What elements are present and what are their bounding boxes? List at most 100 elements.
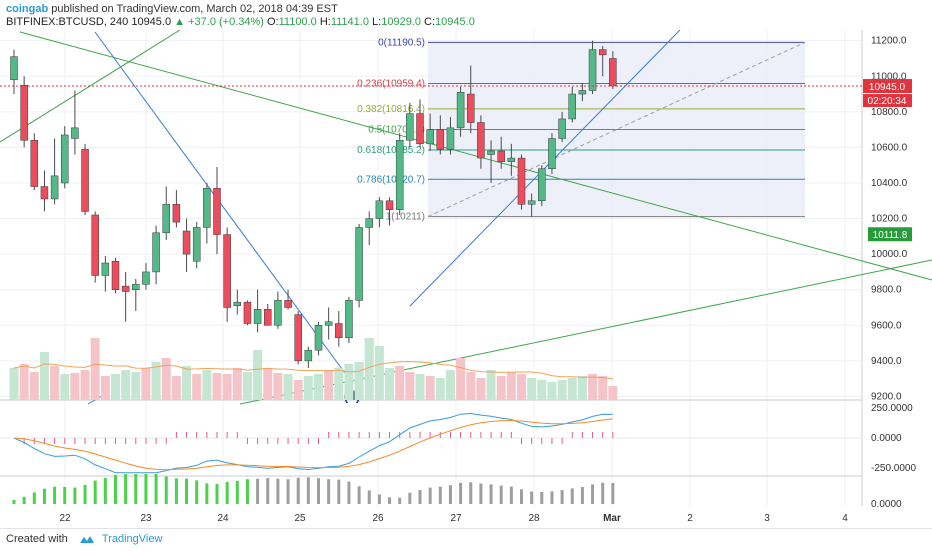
price-labels: 10945.0 02:20:34 10111.8: [0, 79, 912, 242]
volume-bar: [303, 376, 313, 400]
candle-up: [406, 113, 414, 141]
created-with-text: Created with: [6, 533, 68, 545]
hist-bar: [12, 500, 16, 504]
hist-bar: [296, 477, 300, 504]
candle-up: [395, 140, 404, 210]
volume-bar: [374, 346, 384, 400]
hist-bar: [306, 477, 310, 504]
volume-bar: [577, 376, 587, 400]
candle-up: [71, 127, 79, 139]
volume-bar: [557, 380, 567, 400]
author-name[interactable]: coingab: [6, 3, 49, 15]
volume-bar: [506, 372, 516, 400]
candle-up: [426, 129, 434, 145]
tradingview-brand[interactable]: TradingView: [101, 533, 163, 545]
hist-bar: [489, 484, 493, 504]
time-tick-label: 4: [842, 513, 848, 524]
hist-bar: [195, 480, 199, 504]
publish-line: coingab published on TradingView.com, Ma…: [6, 3, 338, 15]
candle-down: [182, 230, 191, 255]
candle-down: [30, 140, 39, 187]
volume-bar: [141, 368, 151, 400]
hist-bar: [469, 482, 473, 504]
candle-up: [233, 301, 242, 306]
candle-down: [294, 314, 302, 362]
candle-down: [284, 300, 292, 308]
candle-down: [223, 234, 231, 308]
volume-bar: [445, 370, 455, 400]
candle-down: [477, 122, 485, 159]
hist-bar: [347, 481, 351, 504]
symbol-line: BITFINEX:BTCUSD, 240 10945.0 ▲ +37.0 (+0…: [6, 16, 475, 28]
time-tick-label: 23: [140, 513, 152, 524]
candle-up: [132, 284, 140, 290]
hist-bar: [134, 474, 138, 504]
candle-down: [91, 214, 99, 276]
hist-bar: [235, 480, 239, 504]
fib-level-label: 0.618(10585.2): [357, 145, 425, 156]
volume-bar: [588, 374, 598, 400]
candle-down: [172, 204, 181, 223]
candle-up: [588, 49, 597, 91]
time-tick-label: 27: [450, 513, 462, 524]
time-axis[interactable]: 22 23 24 25 26 27 28 Mar 2 3 4: [59, 513, 848, 524]
hist-tick-label: 0.0000: [871, 499, 902, 510]
candle-up: [487, 150, 495, 155]
candle-down: [81, 148, 89, 212]
candle-up: [568, 93, 576, 120]
hist-bar: [174, 478, 178, 504]
volume-bar: [232, 368, 242, 400]
volume-ma-line: [13, 361, 613, 380]
histogram-pane: 0.0000: [12, 474, 902, 510]
volume-bar: [50, 366, 60, 400]
price-tick-label: 10800.0: [871, 107, 908, 118]
price-change: ▲ +37.0 (+0.34%): [174, 16, 264, 28]
time-tick-label: 3: [764, 513, 770, 524]
volume-bar: [171, 376, 181, 400]
hist-bar: [42, 488, 46, 504]
hist-bar: [540, 492, 544, 504]
hist-bar: [93, 480, 97, 504]
hist-bar: [124, 474, 128, 504]
volume-bar: [273, 373, 283, 400]
volume-bar: [121, 370, 131, 400]
volume-bar: [90, 338, 100, 400]
volume-bar: [598, 376, 608, 400]
trend-lines[interactable]: (4): [0, 30, 932, 405]
fibonacci-retracement[interactable]: 0(11190.5) 0.236(10959.4) 0.382(10816.4) 0.…: [357, 37, 806, 223]
time-tick-label: 26: [372, 513, 384, 524]
time-tick-label: 2: [687, 513, 693, 524]
hist-bar: [520, 489, 523, 504]
candle-down: [598, 49, 607, 56]
candles[interactable]: [10, 40, 617, 368]
signal-line: [13, 418, 613, 471]
candle-up: [507, 157, 516, 162]
price-tick-label: 9600.0: [871, 320, 902, 331]
ohlc-close-label: C:: [424, 16, 436, 28]
footer-bar: Created with TradingView: [0, 528, 932, 551]
candle-down: [40, 186, 49, 200]
hist-bar: [550, 491, 554, 504]
candle-up: [527, 200, 536, 205]
candle-up: [355, 227, 363, 301]
price-chart[interactable]: 0(11190.5) 0.236(10959.4) 0.382(10816.4) 0.…: [0, 30, 932, 528]
tradingview-logo-icon: [79, 535, 94, 543]
volume-bar: [9, 368, 19, 400]
volume-bar: [435, 378, 445, 400]
hist-bar: [611, 482, 615, 504]
price-axis[interactable]: 11200.0 11000.0 10800.0 10600.0 10400.0 10200…: [871, 36, 908, 403]
time-tick-label: 25: [294, 513, 306, 524]
candle-down: [213, 188, 221, 235]
volume-bar: [415, 374, 425, 400]
hist-bar: [63, 486, 67, 504]
volume-bar: [456, 358, 466, 400]
symbol-label[interactable]: BITFINEX:BTCUSD, 240: [6, 16, 129, 28]
volume-bar: [19, 364, 29, 400]
volume-bar: [242, 372, 252, 400]
candle-down: [517, 157, 526, 205]
price-tick-label: 11000.0: [871, 71, 907, 82]
time-tick-label: 28: [528, 513, 540, 524]
hist-bar: [53, 486, 57, 504]
volume-bar: [466, 372, 476, 400]
macd-tick-label: 250.0000: [871, 403, 913, 414]
